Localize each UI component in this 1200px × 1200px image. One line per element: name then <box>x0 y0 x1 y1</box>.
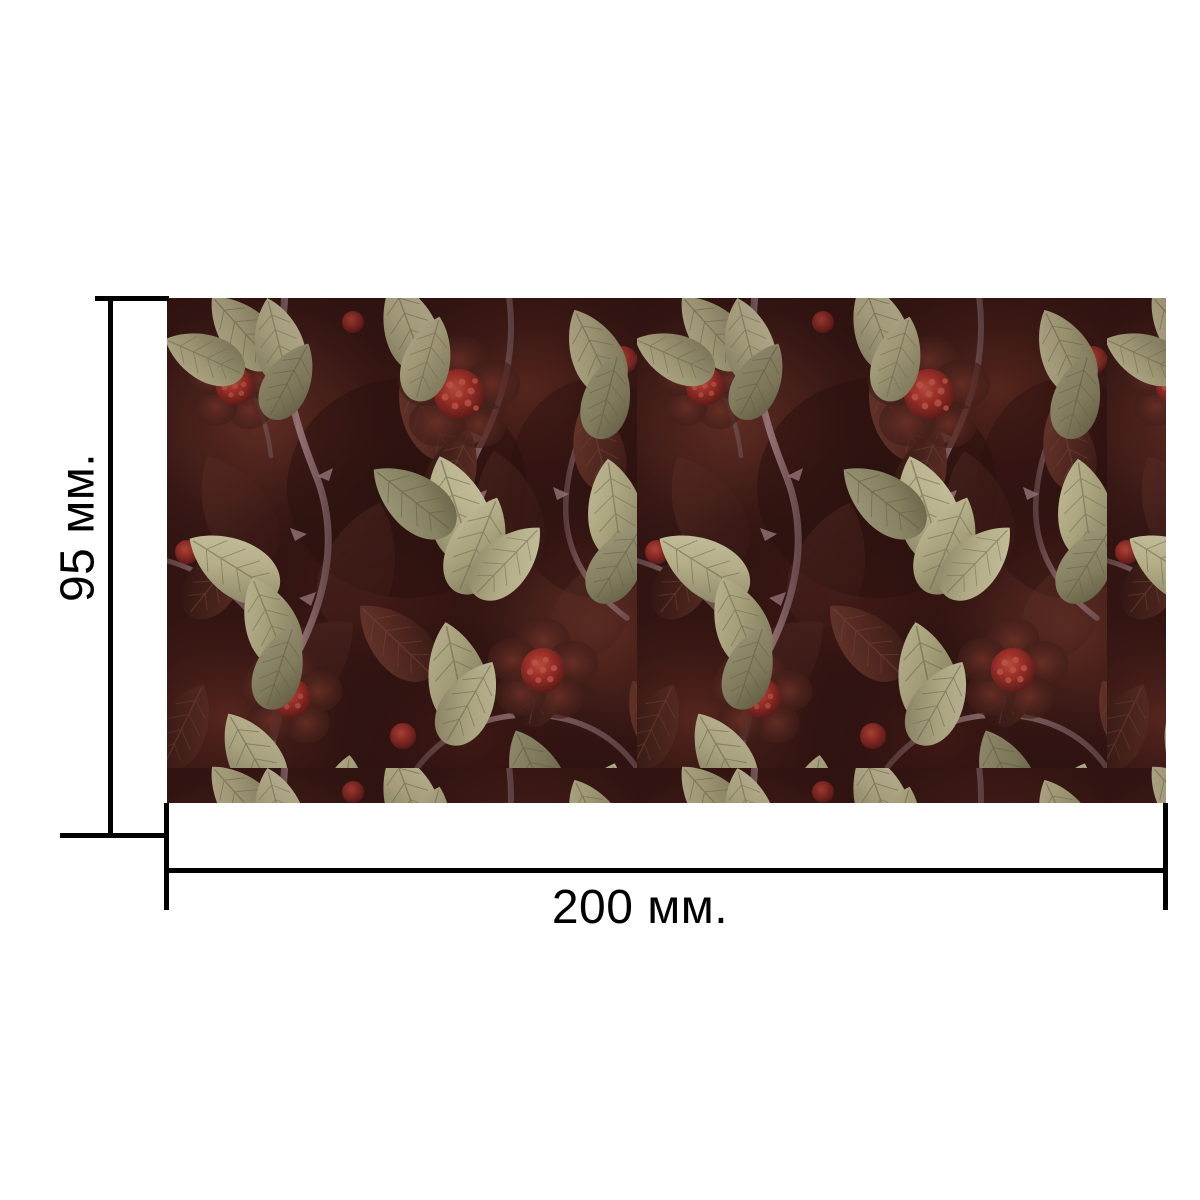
height-dimension-top-tick <box>95 296 169 301</box>
height-dimension-label: 95 мм. <box>51 452 105 603</box>
height-dimension-line <box>108 298 113 835</box>
pattern-canvas <box>167 298 1166 803</box>
width-dimension-label: 200 мм. <box>551 881 729 934</box>
width-extension-line-left <box>164 803 169 910</box>
width-dimension-line <box>167 868 1166 873</box>
floral-wallpaper-swatch <box>167 298 1166 803</box>
width-extension-line-right <box>1163 803 1168 910</box>
height-dimension-bottom-tick <box>60 833 169 838</box>
